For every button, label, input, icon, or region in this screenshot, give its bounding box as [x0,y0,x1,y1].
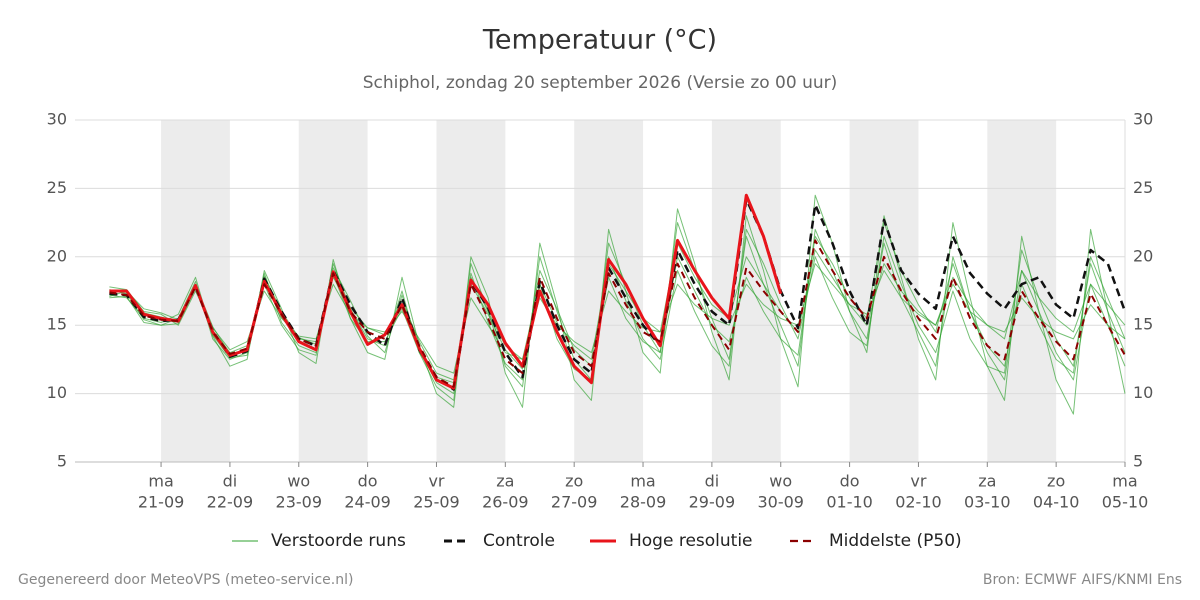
y-tick-label: 25 [47,178,67,197]
x-tick-sublabel: 29-09 [689,493,736,512]
x-tick-sublabel: 21-09 [138,493,185,512]
chart-subtitle: Schiphol, zondag 20 september 2026 (Vers… [363,73,838,93]
day-shade [711,120,781,462]
x-tick-sublabel: 25-09 [413,493,460,512]
footer-right: Bron: ECMWF AIFS/KNMI Ens [983,572,1182,588]
x-tick-sublabel: 27-09 [551,493,598,512]
x-tick-label: do [358,472,378,491]
x-tick-sublabel: 23-09 [276,493,323,512]
chart-title: Temperatuur (°C) [482,25,717,56]
x-tick-sublabel: 01-10 [826,493,873,512]
ensemble-line [109,194,1126,415]
x-tick-sublabel: 24-09 [344,493,391,512]
legend-label: Verstoorde runs [271,531,406,551]
x-tick-label: wo [287,472,310,491]
x-tick-label: zo [1047,472,1065,491]
x-tick-label: di [705,472,720,491]
day-shade [987,120,1057,462]
x-tick-sublabel: 26-09 [482,493,529,512]
y2-tick-label: 30 [1133,110,1153,129]
x-tick-label: do [840,472,860,491]
ensemble-line [109,263,1126,374]
day-shade [849,120,919,462]
y-tick-label: 20 [47,246,67,265]
day-shade [298,120,368,462]
legend-label: Middelste (P50) [829,531,962,551]
x-tick-label: ma [148,472,173,491]
x-tick-label: ma [630,472,655,491]
x-tick-sublabel: 03-10 [964,493,1011,512]
x-tick-sublabel: 30-09 [757,493,804,512]
y-tick-label: 30 [47,110,67,129]
x-tick-label: di [223,472,238,491]
x-tick-label: vr [428,472,444,491]
legend-label: Hoge resolutie [629,531,753,551]
y-tick-label: 10 [47,383,67,402]
x-tick-label: za [978,472,996,491]
y2-tick-label: 5 [1133,452,1143,471]
legend-label: Controle [483,531,555,551]
y2-tick-label: 15 [1133,315,1153,334]
y2-tick-label: 10 [1133,383,1153,402]
x-tick-label: ma [1112,472,1137,491]
x-tick-sublabel: 04-10 [1033,493,1080,512]
x-tick-sublabel: 28-09 [620,493,667,512]
x-tick-label: zo [565,472,583,491]
ensemble-line [109,228,1126,395]
y2-tick-label: 25 [1133,178,1153,197]
x-tick-sublabel: 22-09 [207,493,254,512]
x-tick-sublabel: 05-10 [1102,493,1149,512]
x-tick-label: wo [769,472,792,491]
x-tick-label: za [496,472,514,491]
y-tick-label: 5 [57,452,67,471]
day-shade [436,120,506,462]
y-tick-label: 15 [47,315,67,334]
footer-left: Gegenereerd door MeteoVPS (meteo-service… [18,572,353,588]
y2-tick-label: 20 [1133,246,1153,265]
x-tick-label: vr [910,472,926,491]
series-line [109,239,1126,388]
x-tick-sublabel: 02-10 [895,493,942,512]
